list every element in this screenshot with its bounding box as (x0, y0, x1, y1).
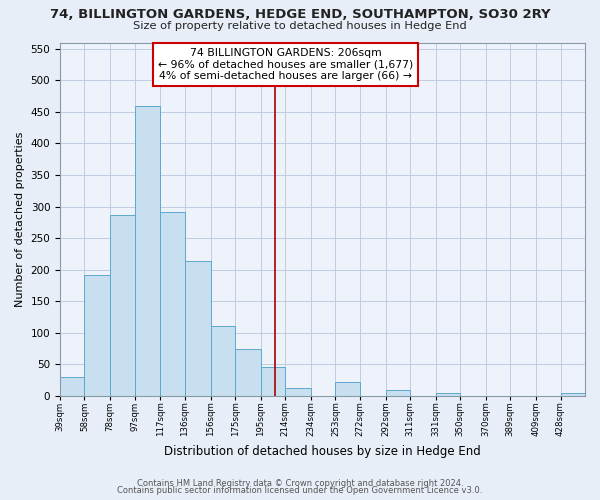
Bar (285, 388, 311, 396)
Text: Contains HM Land Registry data © Crown copyright and database right 2024.: Contains HM Land Registry data © Crown c… (137, 478, 463, 488)
Bar (134, 106, 160, 396)
Y-axis label: Number of detached properties: Number of detached properties (15, 132, 25, 307)
Text: 74, BILLINGTON GARDENS, HEDGE END, SOUTHAMPTON, SO30 2RY: 74, BILLINGTON GARDENS, HEDGE END, SOUTH… (50, 8, 550, 20)
Bar (261, 366, 285, 396)
Bar (335, 382, 360, 396)
Bar (110, 214, 134, 396)
Text: Contains public sector information licensed under the Open Government Licence v3: Contains public sector information licen… (118, 486, 482, 495)
Bar (436, 392, 460, 396)
Text: 74 BILLINGTON GARDENS: 206sqm
← 96% of detached houses are smaller (1,677)
4% of: 74 BILLINGTON GARDENS: 206sqm ← 96% of d… (158, 48, 413, 81)
Bar (160, 212, 185, 396)
Bar (185, 262, 211, 396)
Bar (386, 390, 410, 396)
Bar (60, 377, 85, 396)
Text: Size of property relative to detached houses in Hedge End: Size of property relative to detached ho… (133, 21, 467, 31)
Bar (211, 326, 235, 396)
Bar (85, 274, 110, 396)
Bar (235, 349, 261, 396)
Bar (560, 392, 585, 396)
X-axis label: Distribution of detached houses by size in Hedge End: Distribution of detached houses by size … (164, 444, 481, 458)
